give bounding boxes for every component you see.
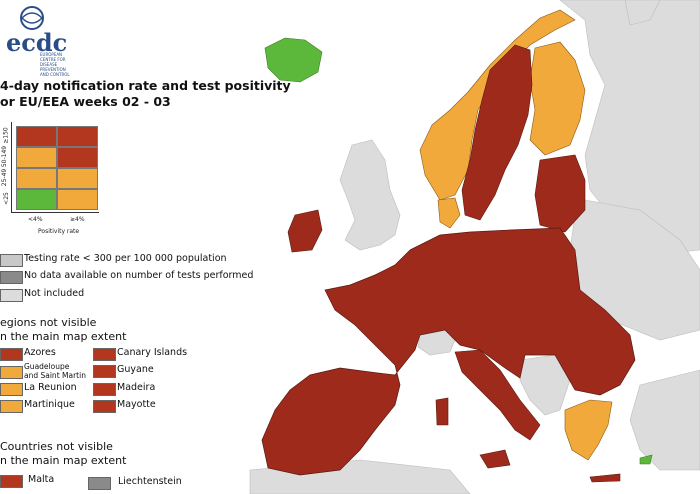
ireland-shape [287, 209, 323, 253]
logo-wordmark: ecdc [6, 28, 68, 57]
italy-shape [454, 349, 541, 441]
globe-icon [20, 6, 44, 30]
region-label-guadeloupe: Guadeloupe and Saint Martin [24, 362, 86, 380]
matrix-y-label-3: <25 [2, 192, 10, 205]
ecdc-logo: ecdc EUROPEAN CENTRE FOR DISEASE PREVENT… [0, 2, 80, 77]
region-label-canary: Canary Islands [117, 347, 188, 358]
region-label-guyane: Guyane [117, 364, 154, 375]
denmark-shape [437, 197, 461, 229]
matrix-y-label-2: 25-49 [1, 168, 9, 187]
risk-matrix: ≥150 50-149 25-49 <25 <4% ≥4% Positivity… [0, 120, 120, 240]
sardinia-shape [435, 397, 449, 426]
crete-shape [589, 473, 621, 483]
legend-swatch-light-grey [0, 289, 23, 302]
title-line-1: 4-day notification rate and test positiv… [0, 78, 291, 93]
matrix-y-label-0: ≥150 [2, 127, 10, 144]
sicily-shape [479, 449, 511, 469]
region-label-guadeloupe-line-2: and Saint Martin [24, 371, 86, 380]
region-label-mayotte: Mayotte [117, 399, 156, 410]
region-label-madeira: Madeira [117, 382, 156, 393]
finland-shape [529, 41, 586, 156]
sweden-shape [461, 44, 533, 221]
matrix-x-title: Positivity rate [38, 228, 80, 235]
matrix-cell-r2-c0 [16, 168, 57, 189]
matrix-x-label-1: ≥4% [70, 216, 85, 223]
matrix-y-axis [11, 122, 12, 212]
continental-eu-shape [261, 227, 636, 476]
matrix-x-label-0: <4% [28, 216, 43, 223]
region-label-martinique: Martinique [24, 399, 75, 410]
region-swatch-la-reunion [0, 383, 23, 396]
legend-swatch-dark-grey [0, 271, 23, 284]
country-label-malta: Malta [28, 474, 55, 485]
regions-heading-line-2: n the main map extent [0, 330, 127, 343]
regions-heading: egions not visible n the main map extent [0, 316, 126, 344]
region-swatch-canary [93, 348, 116, 361]
matrix-cell-r3-c0 [16, 189, 57, 210]
countries-heading-line-1: Countries not visible [0, 440, 113, 453]
matrix-cell-r0-c1 [57, 126, 98, 147]
legend-label-notincluded: Not included [24, 288, 85, 299]
title-line-2: or EU/EEA weeks 02 - 03 [0, 94, 171, 109]
greece-shape [564, 399, 613, 461]
region-label-la-reunion: La Reunion [24, 382, 77, 393]
matrix-y-label-1: 50-149 [1, 145, 9, 168]
region-swatch-mayotte [93, 400, 116, 413]
region-label-guadeloupe-line-1: Guadeloupe [24, 362, 70, 371]
region-label-azores: Azores [24, 347, 56, 358]
logo-subtitle: EUROPEAN CENTRE FOR DISEASE PREVENTION A… [40, 52, 70, 77]
matrix-cell-r3-c1 [57, 189, 98, 210]
iceland-shape [264, 37, 323, 83]
cyprus-shape [639, 454, 653, 465]
not-included-land [249, 0, 700, 494]
region-swatch-martinique [0, 400, 23, 413]
country-swatch-malta [0, 475, 23, 488]
legend-swatch-mid-grey [0, 254, 23, 267]
matrix-cell-r2-c1 [57, 168, 98, 189]
countries-heading-line-2: n the main map extent [0, 454, 127, 467]
region-swatch-madeira [93, 383, 116, 396]
regions-heading-line-1: egions not visible [0, 316, 97, 329]
legend-label-nodata: No data available on number of tests per… [24, 270, 254, 281]
region-swatch-guyane [93, 365, 116, 378]
region-swatch-azores [0, 348, 23, 361]
matrix-cell-r1-c1 [57, 147, 98, 168]
countries-heading: Countries not visible n the main map ext… [0, 440, 126, 468]
legend-label-testing: Testing rate < 300 per 100 000 populatio… [24, 253, 227, 264]
map-title: 4-day notification rate and test positiv… [0, 78, 291, 110]
region-swatch-guadeloupe [0, 366, 23, 379]
baltics-shape [534, 154, 586, 233]
matrix-cell-r0-c0 [16, 126, 57, 147]
country-swatch-liechtenstein [88, 477, 111, 490]
country-label-liechtenstein: Liechtenstein [118, 476, 182, 487]
matrix-cell-r1-c0 [16, 147, 57, 168]
matrix-x-axis [11, 212, 99, 213]
